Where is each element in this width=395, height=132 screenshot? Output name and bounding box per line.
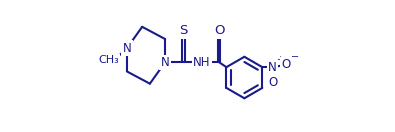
Text: +: + [276, 55, 282, 64]
Text: N: N [122, 42, 131, 55]
Text: NH: NH [194, 56, 211, 69]
Text: O: O [282, 58, 291, 71]
Text: CH₃: CH₃ [98, 55, 119, 65]
Text: N: N [161, 56, 169, 69]
Text: S: S [179, 24, 188, 37]
Text: O: O [214, 24, 224, 37]
Text: −: − [291, 52, 299, 62]
Text: O: O [269, 76, 278, 89]
Text: N: N [268, 61, 276, 74]
